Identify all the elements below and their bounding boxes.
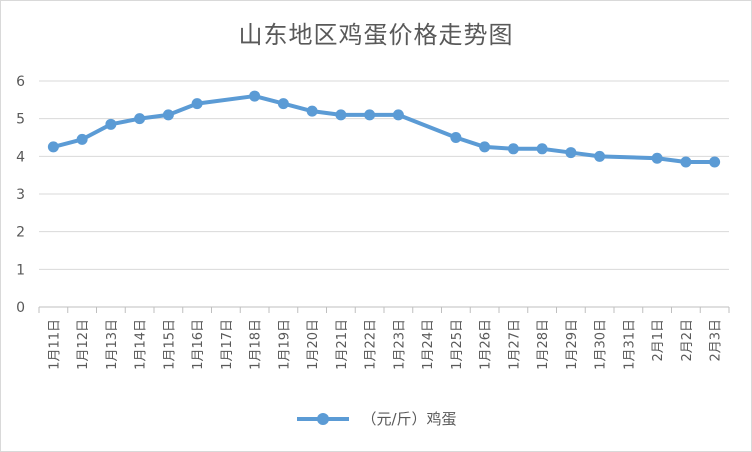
- x-tick-label: 1月30日: [594, 319, 609, 370]
- data-point: [479, 141, 491, 153]
- data-point: [565, 147, 577, 159]
- x-tick-label: 1月28日: [536, 319, 551, 370]
- data-point: [134, 113, 146, 125]
- data-point: [105, 118, 117, 130]
- x-tick-label: 2月3日: [709, 319, 724, 362]
- x-tick-label: 1月12日: [76, 319, 91, 370]
- x-tick-label: 1月13日: [105, 319, 120, 370]
- x-tick-label: 1月26日: [479, 319, 494, 370]
- x-tick-label: 1月23日: [392, 319, 407, 370]
- y-axis-ticks: 0 1 2 3 4 5 6: [16, 74, 25, 316]
- x-tick-label: 1月22日: [364, 319, 379, 370]
- data-point: [306, 105, 318, 117]
- x-tick-label: 1月11日: [47, 319, 62, 370]
- y-tick-label: 0: [16, 300, 25, 316]
- x-tick-label: 1月29日: [565, 319, 580, 370]
- x-tick-label: 1月18日: [249, 319, 264, 370]
- x-tick-label: 1月31日: [622, 319, 637, 370]
- x-tick-label: 1月16日: [191, 319, 206, 370]
- data-point: [249, 90, 261, 102]
- series-line: [51, 94, 717, 164]
- data-point: [392, 109, 404, 121]
- data-point: [335, 109, 347, 121]
- x-tick-label: 1月24日: [421, 319, 436, 370]
- data-point: [76, 133, 88, 145]
- data-point: [651, 152, 663, 164]
- y-tick-label: 2: [16, 225, 25, 241]
- x-tick-label: 2月1日: [651, 319, 666, 362]
- y-tick-label: 4: [16, 149, 25, 165]
- data-point: [277, 98, 289, 110]
- data-point: [680, 156, 692, 168]
- data-point: [709, 156, 721, 168]
- legend: （元/斤）鸡蛋: [1, 408, 751, 429]
- y-tick-label: 6: [16, 74, 25, 90]
- y-tick-label: 5: [16, 112, 25, 128]
- data-point: [47, 141, 59, 153]
- data-point: [536, 143, 548, 155]
- x-tick-label: 1月19日: [277, 319, 292, 370]
- x-tick-label: 2月2日: [680, 319, 695, 362]
- x-tick-label: 1月27日: [507, 319, 522, 370]
- y-tick-label: 1: [16, 262, 25, 278]
- chart-title: 山东地区鸡蛋价格走势图: [238, 21, 514, 49]
- data-point: [594, 150, 606, 162]
- data-point: [191, 98, 203, 110]
- x-tick-label: 1月15日: [162, 319, 177, 370]
- data-point: [450, 132, 462, 143]
- legend-label: （元/斤）鸡蛋: [361, 410, 457, 428]
- data-point: [162, 109, 174, 121]
- x-tick-label: 1月25日: [450, 319, 465, 370]
- x-tick-label: 1月17日: [220, 319, 235, 370]
- legend-swatch: [297, 412, 350, 425]
- x-axis-ticks: 1月11日 1月12日 1月13日 1月14日 1月15日 1月16日 1月17日 1月18日…: [38, 307, 730, 370]
- data-point: [507, 143, 519, 155]
- y-tick-label: 3: [16, 187, 25, 203]
- series-layer: [47, 90, 721, 168]
- x-tick-label: 1月21日: [335, 319, 350, 370]
- x-tick-label: 1月20日: [306, 319, 321, 370]
- x-tick-label: 1月14日: [134, 319, 149, 370]
- data-point: [364, 109, 376, 121]
